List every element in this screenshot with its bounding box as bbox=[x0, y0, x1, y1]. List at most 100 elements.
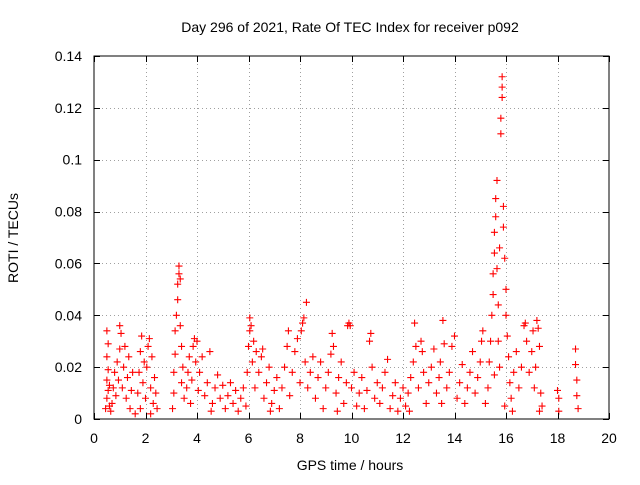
data-point bbox=[487, 337, 495, 345]
data-point bbox=[172, 311, 180, 319]
data-point bbox=[328, 329, 336, 337]
data-point bbox=[348, 384, 355, 392]
data-point bbox=[118, 384, 126, 392]
data-point bbox=[493, 176, 501, 184]
data-point bbox=[506, 379, 514, 387]
data-point bbox=[427, 363, 435, 371]
data-point bbox=[496, 363, 504, 371]
data-point bbox=[572, 345, 580, 353]
data-point bbox=[226, 379, 234, 387]
data-point bbox=[533, 316, 541, 324]
data-point bbox=[371, 394, 379, 402]
data-point bbox=[114, 376, 122, 384]
data-point bbox=[353, 402, 361, 410]
data-point bbox=[245, 342, 252, 350]
x-tick-label: 0 bbox=[90, 430, 98, 446]
data-point bbox=[422, 399, 430, 407]
data-point bbox=[201, 392, 209, 400]
data-point bbox=[461, 399, 469, 407]
data-point bbox=[174, 296, 182, 304]
data-point bbox=[497, 114, 505, 122]
data-point bbox=[572, 361, 580, 369]
data-point bbox=[268, 399, 276, 407]
data-point bbox=[288, 368, 296, 376]
data-point bbox=[378, 384, 386, 392]
data-point bbox=[176, 322, 184, 330]
x-tick-label: 10 bbox=[344, 430, 360, 446]
data-point bbox=[138, 332, 146, 340]
data-point bbox=[242, 402, 250, 410]
data-point bbox=[175, 262, 183, 270]
data-point bbox=[255, 368, 263, 376]
y-axis-label: ROTI / TECUs bbox=[5, 193, 21, 283]
data-point bbox=[180, 394, 188, 402]
data-point bbox=[391, 379, 399, 387]
x-tick-label: 14 bbox=[447, 430, 463, 446]
y-tick-label: 0.06 bbox=[55, 255, 82, 271]
data-point bbox=[134, 389, 142, 397]
data-point bbox=[448, 342, 456, 350]
data-point bbox=[196, 368, 204, 376]
data-point bbox=[183, 384, 191, 392]
data-point bbox=[537, 389, 545, 397]
data-point bbox=[498, 73, 506, 81]
data-point bbox=[573, 392, 581, 400]
data-point bbox=[281, 363, 289, 371]
data-point bbox=[104, 366, 112, 374]
data-point bbox=[257, 353, 265, 361]
data-point bbox=[417, 337, 425, 345]
data-point bbox=[492, 195, 500, 203]
data-point bbox=[219, 381, 227, 389]
data-point bbox=[299, 319, 307, 327]
data-point bbox=[439, 316, 447, 324]
data-point bbox=[335, 374, 343, 382]
data-point bbox=[239, 384, 247, 392]
data-point bbox=[317, 358, 325, 366]
data-point bbox=[207, 407, 215, 415]
data-point bbox=[420, 368, 428, 376]
data-point bbox=[498, 93, 506, 101]
data-point bbox=[291, 348, 299, 356]
data-point bbox=[418, 348, 426, 356]
data-point bbox=[530, 384, 538, 392]
grid bbox=[94, 56, 609, 419]
plot-frame bbox=[93, 55, 610, 420]
data-point bbox=[499, 223, 507, 231]
data-point bbox=[488, 311, 496, 319]
data-point bbox=[360, 405, 368, 413]
data-point bbox=[414, 384, 422, 392]
data-point bbox=[112, 392, 120, 400]
data-point bbox=[507, 394, 515, 402]
data-point bbox=[412, 342, 420, 350]
data-point bbox=[304, 384, 312, 392]
data-point bbox=[453, 394, 461, 402]
data-point bbox=[484, 384, 492, 392]
data-point bbox=[296, 379, 304, 387]
data-point bbox=[117, 329, 125, 337]
data-point bbox=[302, 298, 310, 306]
data-point bbox=[229, 399, 237, 407]
data-point bbox=[350, 368, 358, 376]
data-point bbox=[389, 392, 397, 400]
data-point bbox=[502, 285, 510, 293]
x-tick-label: 20 bbox=[601, 430, 617, 446]
data-point bbox=[176, 275, 184, 283]
data-point bbox=[322, 384, 330, 392]
data-point bbox=[293, 335, 301, 343]
data-point bbox=[103, 394, 111, 402]
data-point bbox=[246, 314, 254, 322]
data-point bbox=[532, 363, 540, 371]
data-point bbox=[436, 358, 444, 366]
data-point bbox=[494, 337, 502, 345]
data-point bbox=[538, 402, 546, 410]
data-point bbox=[573, 376, 581, 384]
data-point bbox=[153, 405, 161, 413]
data-point bbox=[284, 327, 292, 335]
data-point bbox=[525, 368, 533, 376]
data-point bbox=[246, 327, 254, 335]
data-point bbox=[259, 345, 267, 353]
data-point bbox=[116, 322, 124, 330]
data-point bbox=[451, 332, 458, 340]
data-point bbox=[148, 353, 156, 361]
